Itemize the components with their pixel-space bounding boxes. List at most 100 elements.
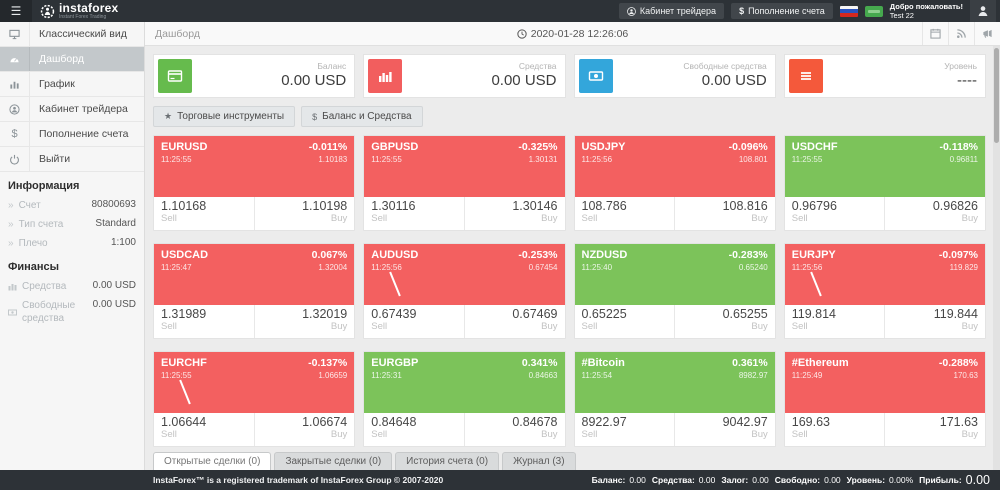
- tab-open-trades[interactable]: Открытые сделки (0): [153, 452, 272, 470]
- avatar[interactable]: [970, 0, 996, 22]
- tile-nzdusd: NZDUSD 11:25:40 -0.283% 0.65240 0.65225 Se…: [573, 243, 776, 339]
- tile-header[interactable]: USDJPY 11:25:56 -0.096% 108.801: [574, 136, 775, 197]
- sell-button[interactable]: 169.63 Sell: [791, 415, 830, 440]
- tab-journal[interactable]: Журнал (3): [502, 452, 576, 470]
- buy-button[interactable]: 108.816 Buy: [674, 197, 775, 230]
- tile-header[interactable]: EURJPY 11:25:56 -0.097% 119.829: [784, 244, 985, 305]
- info-row-account: » Счет 80800693: [8, 199, 136, 211]
- sidebar-item-deposit[interactable]: $ Пополнение счета: [0, 122, 144, 147]
- trader-cabinet-button[interactable]: Кабинет трейдера: [618, 3, 725, 19]
- buy-button[interactable]: 1.10198 Buy: [253, 197, 355, 230]
- trading-instruments-button[interactable]: ★ Торговые инструменты: [153, 106, 296, 127]
- equity-value: 0.00 USD: [491, 71, 557, 89]
- money-card-icon[interactable]: [864, 5, 883, 17]
- menu-toggle-icon[interactable]: ☰: [0, 0, 32, 22]
- sell-button[interactable]: 0.67439 Sell: [371, 307, 417, 332]
- free-margin-card: Свободные средства 0.00 USD: [573, 54, 776, 98]
- tile-header[interactable]: AUDUSD 11:25:56 -0.253% 0.67454: [364, 244, 565, 305]
- current-price: 119.829: [949, 263, 978, 272]
- sidebar-item-dashboard[interactable]: Дашборд: [0, 47, 144, 72]
- symbol-label: NZDUSD: [581, 249, 628, 261]
- mini-money-icon: [8, 309, 17, 315]
- buy-button[interactable]: 0.84678 Buy: [463, 413, 565, 446]
- sidebar-item-trader-cabinet[interactable]: Кабинет трейдера: [0, 97, 144, 122]
- sell-button[interactable]: 8922.97 Sell: [581, 415, 627, 440]
- info-row-leverage: » Плечо 1:100: [8, 237, 136, 249]
- quote-time: 11:25:31: [371, 371, 402, 380]
- footer-balance: 0.00: [629, 475, 646, 485]
- symbol-label: USDCHF: [791, 141, 838, 153]
- change-percent: -0.097%: [938, 249, 978, 261]
- sidebar-item-chart[interactable]: График: [0, 72, 144, 97]
- level-value: ----: [957, 71, 977, 89]
- deposit-button[interactable]: $ Пополнение счета: [731, 3, 833, 19]
- tile-gbpusd: GBPUSD 11:25:55 -0.325% 1.30131 1.30116 Se…: [363, 135, 566, 231]
- sidebar-item-classic-view[interactable]: Классический вид: [0, 22, 144, 47]
- tab-closed-trades[interactable]: Закрытые сделки (0): [274, 452, 393, 470]
- symbol-label: EURUSD: [161, 141, 208, 153]
- tile-header[interactable]: EURCHF 11:25:55 -0.137% 1.06659: [154, 352, 355, 413]
- chevron-icon: »: [8, 219, 14, 230]
- quote-time: 11:25:49: [791, 371, 823, 380]
- sell-button[interactable]: 108.786 Sell: [581, 199, 627, 224]
- buy-button[interactable]: 171.63 Buy: [884, 413, 985, 446]
- sparkline: [179, 379, 191, 405]
- sell-button[interactable]: 0.96796 Sell: [791, 199, 837, 224]
- trader-cabinet-label: Кабинет трейдера: [639, 6, 717, 16]
- star-icon: ★: [164, 111, 173, 121]
- banknote-icon: [578, 59, 613, 93]
- language-flag-russian-icon[interactable]: [839, 5, 858, 17]
- sell-button[interactable]: 119.814 Sell: [791, 307, 837, 332]
- tile-header[interactable]: NZDUSD 11:25:40 -0.283% 0.65240: [574, 244, 775, 305]
- tile-usdchf: USDCHF 11:25:55 -0.118% 0.96811 0.96796 Se…: [783, 135, 986, 231]
- buy-button[interactable]: 119.844 Buy: [884, 305, 985, 338]
- sell-button[interactable]: 1.06644 Sell: [161, 415, 207, 440]
- vertical-scrollbar[interactable]: [993, 46, 1000, 470]
- quote-time: 11:25:54: [581, 371, 613, 380]
- mini-chart-icon: [8, 284, 17, 291]
- symbol-label: EURCHF: [161, 357, 207, 369]
- megaphone-icon[interactable]: [974, 22, 1000, 45]
- tile-header[interactable]: EURUSD 11:25:55 -0.011% 1.10183: [154, 136, 355, 197]
- footer-level: 0.00%: [889, 475, 914, 485]
- tile-header[interactable]: GBPUSD 11:25:55 -0.325% 1.30131: [364, 136, 565, 197]
- sell-button[interactable]: 0.65225 Sell: [581, 307, 627, 332]
- card-label: Уровень: [944, 61, 977, 72]
- card-label: Свободные средства: [683, 61, 767, 72]
- dashboard-icon: [0, 47, 30, 71]
- tile-usdjpy: USDJPY 11:25:56 -0.096% 108.801 108.786 Se…: [573, 135, 776, 231]
- rss-icon[interactable]: [948, 22, 974, 45]
- bottom-tabs: Открытые сделки (0) Закрытые сделки (0) …: [145, 449, 1000, 470]
- symbol-label: USDJPY: [581, 141, 626, 153]
- free-margin-value: 0.00 USD: [701, 71, 767, 89]
- balance-equity-button[interactable]: $ Баланс и Средства: [301, 106, 423, 127]
- person-icon: [0, 97, 30, 121]
- current-price: 1.30131: [528, 155, 558, 164]
- symbol-label: #Ethereum: [791, 357, 849, 369]
- buy-button[interactable]: 0.96826 Buy: [884, 197, 985, 230]
- quote-time: 11:25:56: [581, 155, 613, 164]
- tile-header[interactable]: #Bitcoin 11:25:54 0.361% 8982.97: [574, 352, 775, 413]
- tile-header[interactable]: EURGBP 11:25:31 0.341% 0.84663: [364, 352, 565, 413]
- tile-header[interactable]: USDCHF 11:25:55 -0.118% 0.96811: [784, 136, 985, 197]
- tile-header[interactable]: USDCAD 11:25:47 0.067% 1.32004: [154, 244, 355, 305]
- username: Test 22: [889, 11, 914, 20]
- buy-button[interactable]: 0.65255 Buy: [674, 305, 775, 338]
- sell-button[interactable]: 1.30116 Sell: [371, 199, 416, 224]
- current-price: 1.10183: [318, 155, 348, 164]
- sell-button[interactable]: 0.84648 Sell: [371, 415, 417, 440]
- sell-button[interactable]: 1.10168 Sell: [161, 199, 207, 224]
- tab-account-history[interactable]: История счета (0): [395, 452, 500, 470]
- card-label: Средства: [518, 61, 557, 72]
- calendar-icon[interactable]: [922, 22, 948, 45]
- buy-button[interactable]: 1.32019 Buy: [253, 305, 355, 338]
- sidebar-item-logout[interactable]: Выйти: [0, 147, 144, 172]
- buy-button[interactable]: 9042.97 Buy: [674, 413, 775, 446]
- footer-equity: 0.00: [698, 475, 716, 485]
- tile-header[interactable]: #Ethereum 11:25:49 -0.288% 170.63: [784, 352, 985, 413]
- buy-button[interactable]: 1.06674 Buy: [253, 413, 355, 446]
- buy-button[interactable]: 1.30146 Buy: [463, 197, 565, 230]
- sell-button[interactable]: 1.31989 Sell: [161, 307, 207, 332]
- scrollbar-thumb[interactable]: [994, 48, 999, 143]
- buy-button[interactable]: 0.67469 Buy: [463, 305, 565, 338]
